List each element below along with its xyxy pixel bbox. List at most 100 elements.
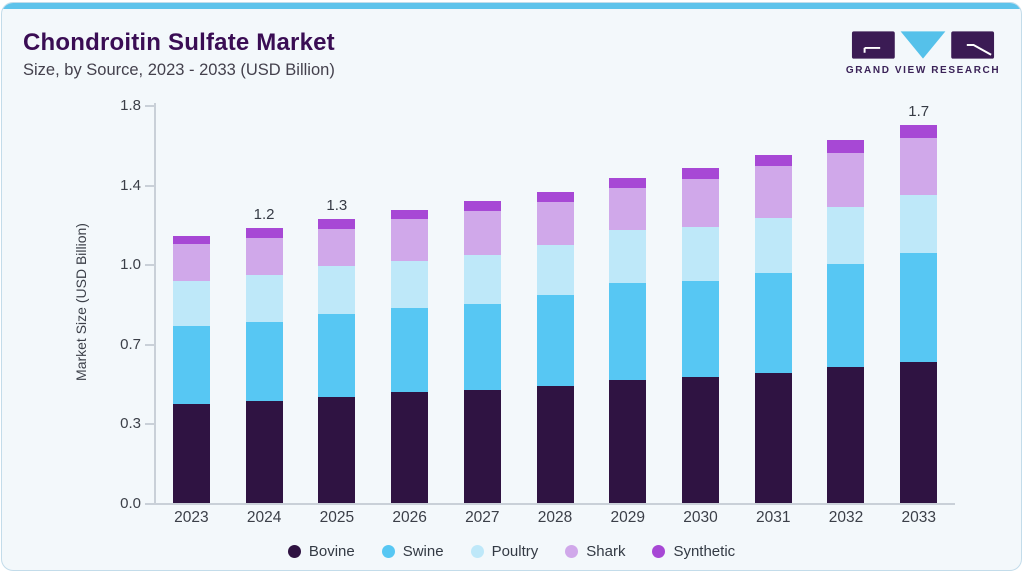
bar-segment-swine-2024 xyxy=(245,321,283,402)
y-axis-tick-label: 1.4 xyxy=(120,176,141,194)
y-axis-tick xyxy=(145,503,154,505)
chart-legend: Bovine Swine Poultry Shark Synthetic xyxy=(2,539,1021,563)
bar-segment-bovine-2023 xyxy=(172,403,210,503)
legend-swatch-bovine xyxy=(287,544,301,558)
stacked-bar-2028 xyxy=(536,192,574,503)
x-axis-labels: 2023 2024 2025 2026 2027 2028 2029 2030 2031 2032… xyxy=(155,509,955,527)
bar-segment-synthetic-2029 xyxy=(609,178,647,188)
bar-group-2032 xyxy=(810,105,883,503)
bar-segment-synthetic-2032 xyxy=(827,140,865,153)
bar-segment-poultry-2031 xyxy=(754,217,792,274)
bar-group-2030 xyxy=(664,105,737,503)
bar-segment-poultry-2032 xyxy=(827,206,865,265)
legend-label-bovine: Bovine xyxy=(308,542,355,560)
legend-label-swine: Swine xyxy=(402,542,444,560)
y-axis-tick-label: 0.7 xyxy=(120,335,141,353)
bar-segment-shark-2024 xyxy=(245,237,283,276)
bar-segment-swine-2032 xyxy=(827,264,865,368)
bar-segment-bovine-2027 xyxy=(463,390,501,503)
legend-swatch-synthetic xyxy=(652,544,666,558)
bar-segment-poultry-2033 xyxy=(900,194,938,254)
x-axis-label-2026: 2026 xyxy=(392,509,427,526)
bar-group-2025: 1.3 xyxy=(300,105,373,503)
y-axis-title: Market Size (USD Billion) xyxy=(73,223,89,381)
x-axis-label-2028: 2028 xyxy=(537,509,573,526)
bar-segment-poultry-2023 xyxy=(172,280,210,327)
bar-group-2023 xyxy=(155,105,228,503)
bar-segment-poultry-2024 xyxy=(245,275,283,322)
stacked-bar-2024: 1.2 xyxy=(245,206,283,503)
legend-label-synthetic: Synthetic xyxy=(673,542,736,560)
bar-segment-bovine-2030 xyxy=(682,376,719,503)
bar-segment-synthetic-2026 xyxy=(391,210,429,219)
bar-segment-shark-2026 xyxy=(391,218,429,261)
bar-segment-swine-2030 xyxy=(682,280,719,377)
bar-segment-synthetic-2025 xyxy=(318,218,356,229)
bar-segment-swine-2033 xyxy=(900,253,938,362)
legend-swatch-swine xyxy=(381,544,395,558)
bar-segment-shark-2029 xyxy=(609,187,647,230)
legend-swatch-shark xyxy=(565,544,579,558)
bar-segment-swine-2023 xyxy=(172,326,210,404)
stacked-bar-2029 xyxy=(609,178,647,503)
stacked-bar-2033: 1.7 xyxy=(900,103,938,503)
bar-segment-synthetic-2023 xyxy=(172,235,210,245)
bar-segment-poultry-2025 xyxy=(318,266,356,314)
bar-segment-shark-2027 xyxy=(463,211,501,256)
bar-segment-synthetic-2030 xyxy=(682,168,719,180)
bar-segment-shark-2028 xyxy=(536,202,574,246)
page-title: Chondroitin Sulfate Market xyxy=(23,29,335,56)
stacked-bar-2030 xyxy=(682,168,719,503)
stacked-bar-2023 xyxy=(172,235,210,503)
bar-segment-shark-2032 xyxy=(827,152,865,207)
bar-segment-poultry-2028 xyxy=(536,245,574,296)
bar-group-2031 xyxy=(737,105,810,503)
bar-segment-bovine-2028 xyxy=(536,385,574,503)
bar-segment-swine-2031 xyxy=(754,273,792,373)
y-axis-tick xyxy=(145,105,154,107)
y-axis-tick xyxy=(145,423,154,426)
bar-segment-bovine-2031 xyxy=(754,372,792,503)
stacked-bar-2031 xyxy=(754,154,792,503)
bar-segment-synthetic-2031 xyxy=(754,154,792,166)
bar-segment-shark-2023 xyxy=(172,244,210,281)
bar-segment-bovine-2025 xyxy=(318,396,356,503)
bar-segment-swine-2027 xyxy=(463,304,501,391)
y-axis-tick-label: 1.8 xyxy=(120,97,141,114)
bar-segment-swine-2025 xyxy=(318,313,356,397)
y-axis-tick-label: 0.3 xyxy=(120,415,141,433)
brand-logo: GRAND VIEW RESEARCH xyxy=(845,29,1001,76)
accent-bar xyxy=(2,3,1021,9)
bar-segment-shark-2031 xyxy=(754,165,792,218)
legend-item-swine: Swine xyxy=(381,542,444,560)
legend-item-synthetic: Synthetic xyxy=(652,543,735,560)
bar-total-label-2025: 1.3 xyxy=(326,196,348,214)
bar-segment-swine-2028 xyxy=(536,295,574,386)
legend-label-poultry: Poultry xyxy=(491,542,539,560)
bar-segment-bovine-2032 xyxy=(827,367,865,503)
y-axis-tick-label: 1.0 xyxy=(120,256,141,274)
legend-swatch-poultry xyxy=(470,544,484,558)
x-axis-label-2031: 2031 xyxy=(756,509,791,526)
bar-total-label-2033: 1.7 xyxy=(908,102,930,120)
bar-segment-poultry-2026 xyxy=(391,260,429,309)
plot-area: 1.2 1.3 1.7 xyxy=(155,103,955,503)
bar-segment-bovine-2024 xyxy=(245,401,283,503)
x-axis-label-2029: 2029 xyxy=(610,509,646,526)
x-axis-label-2033: 2033 xyxy=(901,509,936,526)
legend-item-poultry: Poultry xyxy=(470,542,539,560)
bar-segment-bovine-2029 xyxy=(609,380,647,503)
bar-segment-swine-2026 xyxy=(391,308,429,393)
bar-segment-synthetic-2024 xyxy=(245,227,283,238)
y-axis-tick xyxy=(145,343,154,346)
bar-segment-poultry-2030 xyxy=(682,226,719,281)
x-axis-label-2030: 2030 xyxy=(683,509,718,526)
bar-segment-swine-2029 xyxy=(609,283,647,381)
bar-segment-synthetic-2033 xyxy=(900,124,938,139)
bar-total-label-2024: 1.2 xyxy=(253,205,275,223)
stacked-bar-2026 xyxy=(391,210,429,503)
y-axis-line xyxy=(154,103,156,504)
brand-name: GRAND VIEW RESEARCH xyxy=(845,65,1001,76)
page-subtitle: Size, by Source, 2023 - 2033 (USD Billio… xyxy=(23,61,335,79)
